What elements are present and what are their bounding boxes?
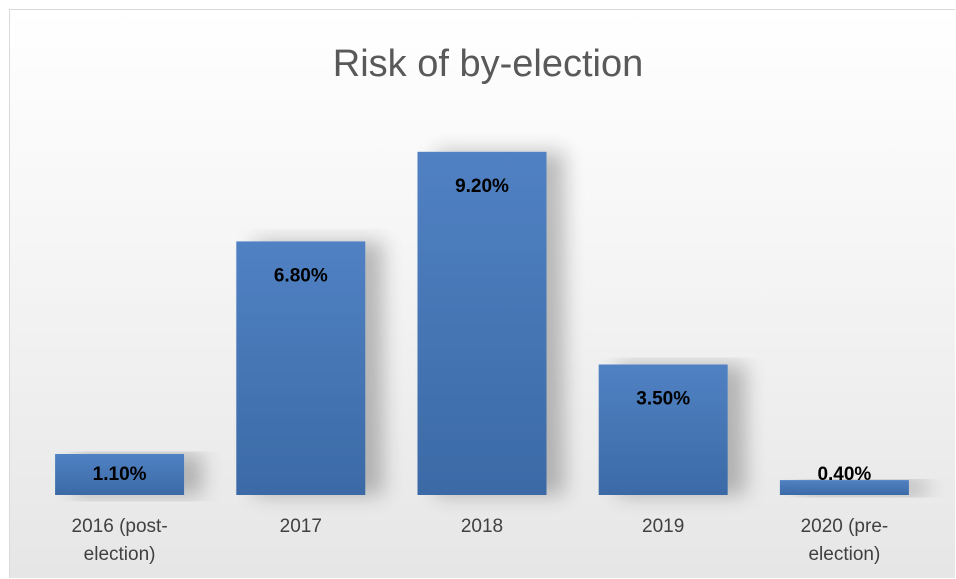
x-tick-label-1: 2017 [280, 516, 322, 537]
data-label-4: 0.40% [817, 464, 871, 485]
x-tick-label-4: 2020 (pre-election) [801, 516, 889, 565]
x-tick-label-3: 2019 [642, 516, 684, 537]
x-axis-tick-labels: 2016 (post-election) 2017 2018 2019 2020 (pr… [72, 516, 889, 565]
bar-3 [598, 364, 728, 495]
bar-0 [55, 454, 185, 495]
chart-title: Risk of by-election [333, 43, 643, 85]
bars-layer [55, 151, 909, 496]
data-label-2: 9.20% [455, 176, 509, 197]
bar-1 [236, 241, 366, 495]
bar-2 [417, 151, 547, 496]
data-labels-layer: 1.10% 6.80% 9.20% 3.50% 0.40% [93, 176, 872, 485]
data-label-3: 3.50% [636, 389, 690, 410]
data-label-1: 6.80% [274, 265, 328, 286]
x-tick-label-0: 2016 (post-election) [72, 516, 168, 565]
x-tick-label-2: 2018 [461, 516, 503, 537]
bar-4 [779, 480, 909, 495]
data-label-0: 1.10% [93, 464, 147, 485]
